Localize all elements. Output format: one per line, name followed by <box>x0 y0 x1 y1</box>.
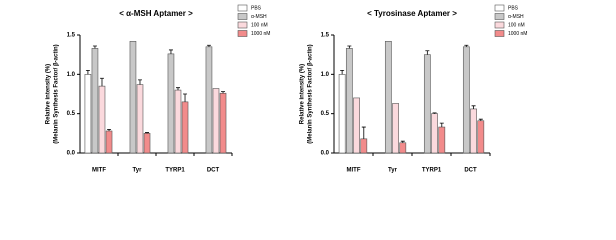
error-bar <box>471 105 476 109</box>
bar <box>477 120 485 154</box>
legend-swatch <box>237 21 248 29</box>
legend-label: 100 nM <box>251 22 268 28</box>
x-tick-label: MITF <box>92 168 106 174</box>
error-bar <box>175 87 180 91</box>
legend-label: α-MSH <box>508 14 524 20</box>
y-tick-label: 0.5 <box>67 111 76 117</box>
error-bar <box>361 126 366 139</box>
y-axis-label: Relative intensity (%) <box>46 64 52 124</box>
legend-swatch <box>237 4 248 12</box>
legend-label: 1000 nM <box>251 31 270 37</box>
error-bar <box>168 49 173 54</box>
bar <box>392 103 399 154</box>
bar <box>431 113 438 154</box>
error-bar <box>340 70 345 75</box>
legend-label: PBS <box>251 5 262 11</box>
bar <box>181 101 189 154</box>
error-bar <box>439 122 444 128</box>
y-tick-label: 0.0 <box>321 151 330 157</box>
error-bar <box>478 118 483 121</box>
error-bar <box>206 44 211 47</box>
bar <box>205 46 213 154</box>
y-tick-label: 1.5 <box>67 33 76 39</box>
error-bar <box>425 50 430 55</box>
bar <box>174 89 182 154</box>
legend-swatch <box>494 4 505 12</box>
chart-title: < α-MSH Aptamer > <box>119 9 193 18</box>
error-bar <box>221 91 226 94</box>
bar <box>360 138 368 154</box>
error-bar <box>400 140 405 143</box>
y-tick-label: 0.5 <box>321 111 330 117</box>
legend-label: α-MSH <box>251 14 267 20</box>
bar <box>167 53 175 154</box>
y-tick-label: 0.0 <box>67 151 76 157</box>
bar <box>462 46 470 154</box>
bar <box>438 126 446 154</box>
bar <box>129 40 137 154</box>
bar <box>136 84 144 154</box>
bar <box>470 108 477 154</box>
legend-swatch <box>494 21 505 29</box>
bar <box>91 48 99 154</box>
x-tick-label: DCT <box>207 168 220 174</box>
error-bar <box>347 45 352 49</box>
error-bar <box>137 79 142 85</box>
bar <box>345 48 353 154</box>
bar <box>84 74 92 154</box>
bar <box>338 74 346 154</box>
legend-swatch <box>237 13 248 20</box>
error-bar <box>99 77 104 87</box>
legend-swatch <box>494 13 505 20</box>
y-tick-label: 1.5 <box>321 33 330 39</box>
legend-label: 100 nM <box>508 22 525 28</box>
bar <box>353 97 360 154</box>
error-bar <box>92 45 97 49</box>
error-bar <box>107 129 112 131</box>
chart-title: < Tyrosinase Aptamer > <box>367 9 457 18</box>
y-tick-label: 1.0 <box>321 72 330 78</box>
y-tick-label: 1.0 <box>67 72 76 78</box>
x-tick-label: Tyr <box>388 168 398 174</box>
bar <box>98 85 106 154</box>
legend-swatch <box>494 30 505 37</box>
bar <box>143 133 151 154</box>
error-bar <box>145 132 150 134</box>
figure: < α-MSH Aptamer >Relative intensity (%)(… <box>46 4 527 174</box>
bar <box>384 40 392 154</box>
bar <box>399 142 407 154</box>
legend-swatch <box>237 30 248 37</box>
bar <box>212 88 220 154</box>
x-tick-label: TYRP1 <box>165 168 185 174</box>
y-axis-label: (Melanin Synthesis Factor/ β-actin) <box>54 44 60 143</box>
x-tick-label: TYRP1 <box>422 168 442 174</box>
error-bar <box>464 44 469 47</box>
error-bar <box>432 112 437 114</box>
legend-label: PBS <box>508 5 519 11</box>
x-tick-label: MITF <box>347 168 361 174</box>
error-bar <box>85 70 90 75</box>
y-axis-label: (Melanin Synthesis Factor/ β-actin) <box>308 44 314 143</box>
legend-label: 1000 nM <box>508 31 527 37</box>
bar <box>423 54 431 154</box>
bar <box>219 92 227 154</box>
error-bar <box>183 93 188 102</box>
bar <box>105 130 113 154</box>
x-tick-label: DCT <box>464 168 477 174</box>
x-tick-label: Tyr <box>133 168 143 174</box>
y-axis-label: Relative intensity (%) <box>300 64 306 124</box>
